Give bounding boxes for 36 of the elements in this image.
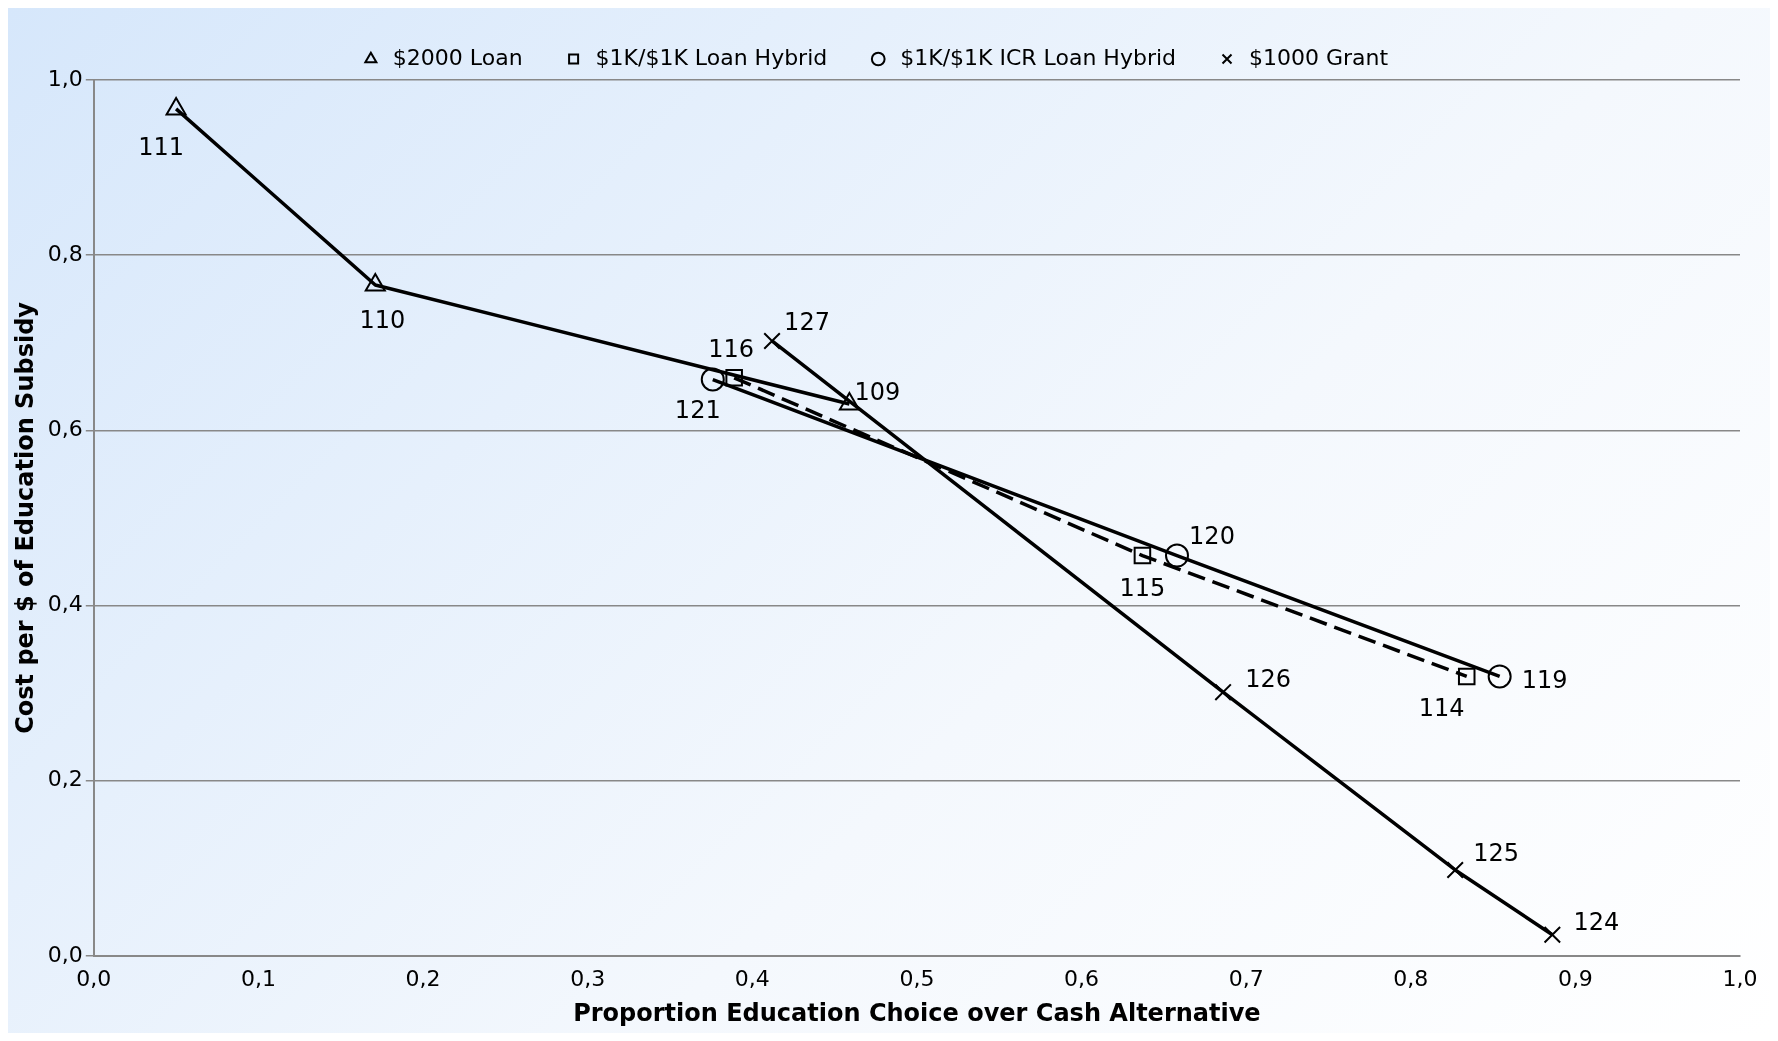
annotation: 124 [1573,908,1620,937]
legend-label: $2000 Loan [392,44,523,70]
annotation: 115 [1119,573,1166,602]
y-tick-label: 0,8 [47,240,83,266]
legend-label: $1K/$1K ICR Loan Hybrid [900,44,1177,70]
y-axis-title: Cost per $ of Education Subsidy [10,301,39,734]
annotation: 121 [674,395,721,424]
y-tick-label: 0,0 [47,941,83,967]
legend-label: $1000 Grant [1249,44,1389,70]
annotation: 120 [1189,521,1235,550]
x-tick-label: 0,2 [405,965,441,991]
annotation: 111 [138,133,184,162]
x-axis-title: Proportion Education Choice over Cash Alternative [573,998,1261,1027]
annotation: 110 [359,306,406,335]
x-tick-label: 0,7 [1228,965,1264,991]
x-tick-label: 0,9 [1557,965,1593,991]
annotation: 116 [708,335,755,364]
annotation: 126 [1245,665,1291,694]
legend-label: $1K/$1K Loan Hybrid [595,44,828,70]
annotation: 127 [784,308,830,337]
x-tick-label: 1,0 [1722,965,1758,991]
x-tick-label: 0,4 [734,965,770,991]
x-tick-label: 0,8 [1393,965,1429,991]
x-tick-label: 0,6 [1064,965,1100,991]
x-tick-label: 0,5 [899,965,935,991]
annotation: 109 [854,378,901,407]
annotation: 119 [1521,665,1568,694]
y-tick-label: 1,0 [47,65,83,91]
y-tick-label: 0,6 [47,416,83,442]
x-tick-label: 0,3 [570,965,606,991]
y-tick-label: 0,2 [47,766,83,792]
x-tick-label: 0,1 [240,965,276,991]
y-tick-label: 0,4 [47,591,83,617]
x-tick-label: 0,0 [76,965,112,991]
annotation: 114 [1418,693,1465,722]
annotation: 125 [1473,839,1520,868]
